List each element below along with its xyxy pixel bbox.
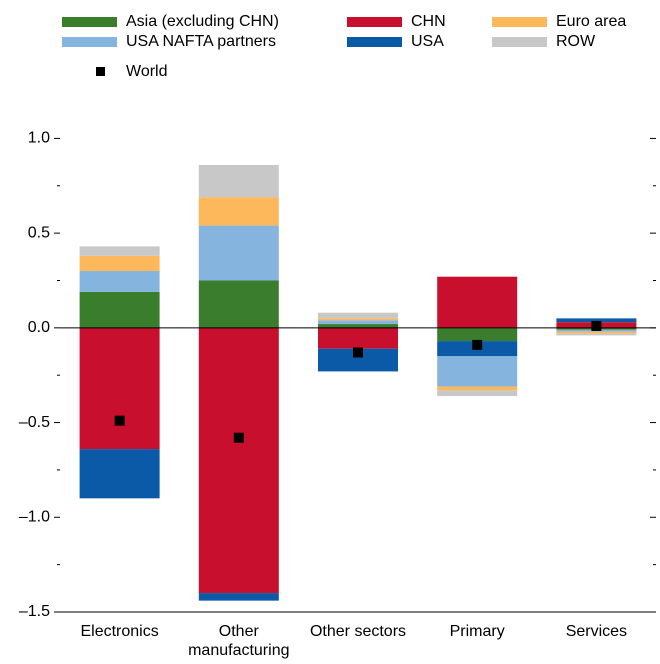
bar-segment <box>198 327 279 594</box>
legend-label: USA NAFTA partners <box>126 33 276 50</box>
world-marker <box>472 339 483 350</box>
bar-segment <box>318 327 398 349</box>
bar-segment <box>198 280 279 328</box>
bar-segment <box>318 324 398 328</box>
bar-segment <box>437 276 518 328</box>
y-tick-label: –1.0 <box>19 509 50 526</box>
legend-label: Asia (excluding CHN) <box>126 13 279 30</box>
legend-swatch <box>347 37 402 47</box>
legend-swatch <box>62 17 117 27</box>
bar-segment <box>437 356 518 387</box>
bar-segment <box>318 348 398 372</box>
bar-segment <box>556 331 637 334</box>
legend-swatch <box>347 17 402 27</box>
bar-segment <box>318 318 398 321</box>
x-tick-label: Services <box>565 623 628 640</box>
bar-segment <box>198 164 279 198</box>
bar-segment <box>437 386 518 391</box>
x-tick-label: Electronics <box>80 623 159 640</box>
bar-segment <box>198 197 279 226</box>
bar-segment <box>556 333 637 336</box>
legend-label: CHN <box>411 13 446 30</box>
legend-swatch <box>62 37 117 47</box>
bar-segment <box>318 320 398 325</box>
world-marker <box>591 320 602 331</box>
legend-label: USA <box>411 33 444 50</box>
y-tick-label: 0.5 <box>28 224 50 241</box>
world-marker <box>353 347 363 358</box>
bar-segment <box>79 327 160 450</box>
x-tick-label: Other sectors <box>309 623 407 640</box>
bar-segment <box>79 449 160 499</box>
y-tick-label: –0.5 <box>19 414 50 431</box>
legend-swatch <box>492 17 547 27</box>
world-marker <box>114 415 125 426</box>
bar-segment <box>437 390 518 397</box>
x-tick-label: Other manufacturing <box>188 623 290 659</box>
bar-segment <box>198 225 279 281</box>
legend-label: World <box>126 63 168 80</box>
world-marker <box>233 432 244 443</box>
bar-segment <box>79 246 160 256</box>
bar-segment <box>198 593 279 601</box>
bar-segment <box>79 291 160 328</box>
y-tick-label: 0.0 <box>28 319 50 336</box>
x-tick-label: Primary <box>449 623 505 640</box>
bar-segment <box>437 327 518 342</box>
bar-segment <box>79 255 160 272</box>
legend-swatch <box>492 37 547 47</box>
bar-segment <box>556 318 637 323</box>
bar-segment <box>79 271 160 292</box>
legend-label: Euro area <box>556 13 626 30</box>
legend-label: ROW <box>556 33 596 50</box>
bar-segment <box>318 312 398 319</box>
y-tick-label: 1.0 <box>28 130 50 147</box>
legend-swatch <box>96 67 105 76</box>
y-tick-label: –1.5 <box>19 603 50 620</box>
